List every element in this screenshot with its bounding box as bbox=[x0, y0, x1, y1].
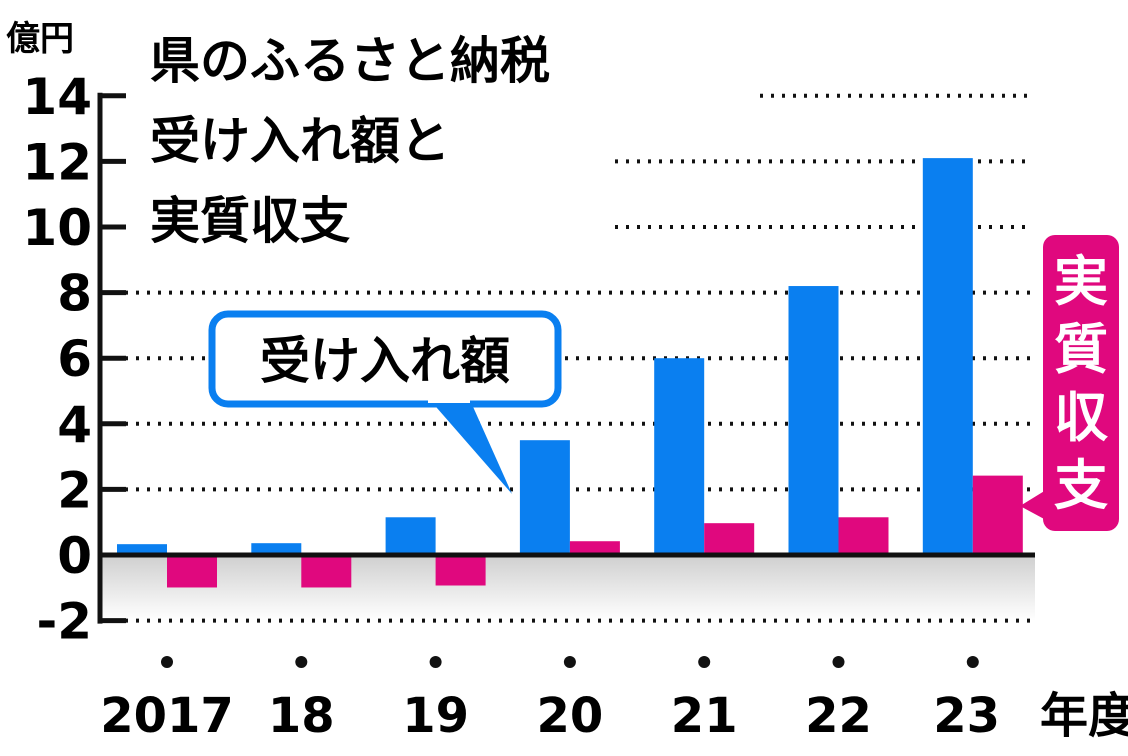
bar-net-19 bbox=[435, 555, 486, 586]
bar-received-23 bbox=[922, 158, 973, 555]
bar-received-21 bbox=[654, 358, 705, 555]
y-tick-label: 6 bbox=[57, 330, 92, 388]
y-tick-label: 2 bbox=[57, 461, 92, 519]
y-tick-label: -2 bbox=[36, 593, 92, 651]
legend-callout-received: 受け入れ額 bbox=[208, 310, 562, 494]
y-axis-unit: 億円 bbox=[6, 19, 74, 59]
bar-net-2017 bbox=[167, 555, 217, 588]
bar-received-2017 bbox=[117, 544, 167, 555]
x-category-dot bbox=[698, 656, 711, 668]
x-category-dot bbox=[563, 656, 576, 668]
legend-label-net-char: 支 bbox=[1054, 454, 1108, 517]
bars bbox=[117, 158, 1023, 588]
bar-net-21 bbox=[704, 523, 755, 555]
chart-title-line-3: 実質収支 bbox=[150, 192, 350, 250]
legend-label-net: 実質収支 bbox=[1054, 250, 1108, 517]
gridlines bbox=[125, 93, 1030, 623]
y-tick-label: 4 bbox=[57, 396, 92, 454]
x-category-dot bbox=[429, 656, 442, 668]
bar-net-22 bbox=[838, 517, 889, 555]
x-tick-label: 18 bbox=[268, 688, 335, 744]
bar-received-20 bbox=[519, 440, 570, 555]
bar-net-18 bbox=[301, 555, 352, 588]
legend-label-net-char: 実 bbox=[1054, 250, 1108, 313]
x-tick-label: 22 bbox=[805, 688, 872, 744]
y-tick-label: 14 bbox=[22, 68, 92, 126]
callout-box bbox=[208, 310, 562, 408]
x-tick-label: 2017 bbox=[100, 688, 234, 744]
x-tick-label: 21 bbox=[671, 688, 738, 744]
bar-received-18 bbox=[251, 543, 302, 555]
legend-label-net-char: 質 bbox=[1054, 318, 1108, 381]
bar-net-20 bbox=[569, 541, 620, 555]
x-category-dot bbox=[161, 656, 173, 668]
x-axis-unit: 年度 bbox=[1040, 688, 1128, 744]
x-category-dot bbox=[966, 656, 979, 668]
legend-callout-net: 実質収支 bbox=[1020, 235, 1119, 531]
x-tick-label: 23 bbox=[933, 688, 1000, 744]
y-tick-label: 8 bbox=[57, 265, 92, 323]
x-tick-label: 19 bbox=[402, 688, 469, 744]
x-category-dot bbox=[295, 656, 308, 668]
chart-title-line-1: 県のふるさと納税 bbox=[150, 32, 550, 90]
legend-label-net-char: 収 bbox=[1054, 386, 1108, 449]
legend-label-received: 受け入れ額 bbox=[260, 332, 510, 390]
callout-tail bbox=[1020, 490, 1046, 520]
y-tick-label: 0 bbox=[57, 527, 92, 585]
chart-title-line-2: 受け入れ額と bbox=[150, 112, 450, 170]
callout-tail bbox=[430, 400, 512, 494]
y-tick-label: 10 bbox=[22, 199, 92, 257]
bar-net-23 bbox=[972, 475, 1023, 555]
negative-region-band bbox=[100, 555, 1035, 621]
bar-received-19 bbox=[385, 517, 436, 555]
x-tick-label: 20 bbox=[537, 688, 604, 744]
x-category-dot bbox=[832, 656, 845, 668]
bar-received-22 bbox=[788, 286, 839, 555]
y-tick-label: 12 bbox=[22, 133, 92, 191]
callout-box bbox=[1043, 235, 1119, 531]
